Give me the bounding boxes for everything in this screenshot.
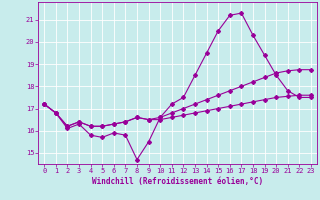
X-axis label: Windchill (Refroidissement éolien,°C): Windchill (Refroidissement éolien,°C) [92, 177, 263, 186]
